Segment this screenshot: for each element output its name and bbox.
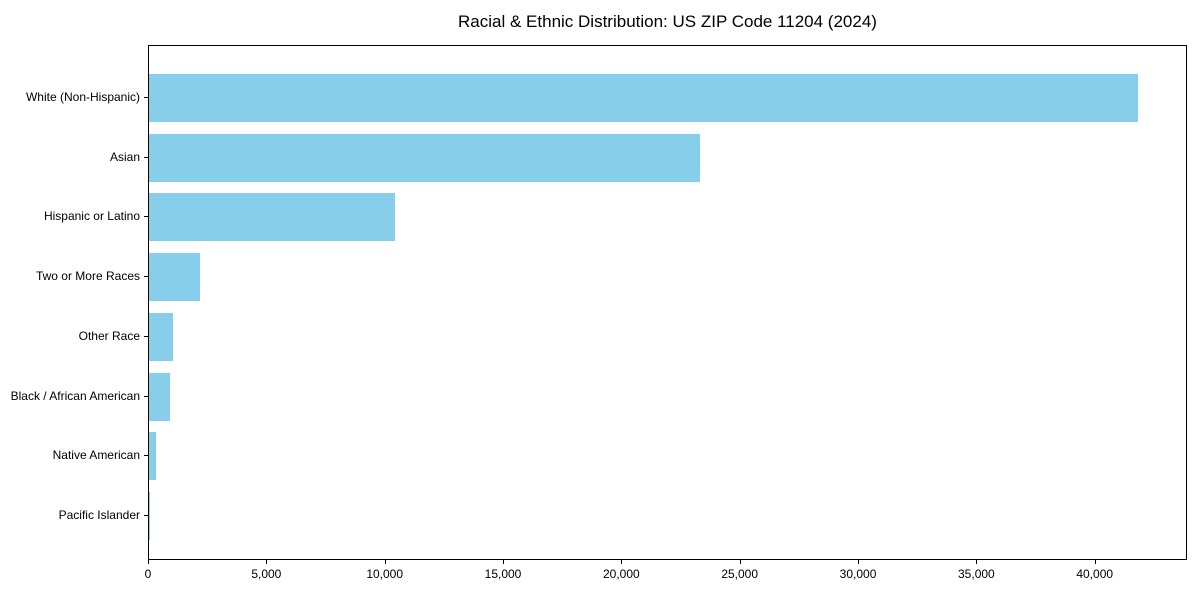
y-tick-label: Black / African American — [10, 388, 140, 403]
y-tick-mark — [144, 514, 148, 516]
x-tick-mark — [858, 560, 860, 564]
y-tick-mark — [144, 335, 148, 337]
y-tick-label: Hispanic or Latino — [43, 209, 140, 224]
plot-area — [148, 45, 1187, 560]
y-tick-label: Two or More Races — [35, 269, 140, 284]
x-tick-label: 25,000 — [721, 567, 759, 581]
y-tick-mark — [144, 97, 148, 98]
chart-title: Racial & Ethnic Distribution: US ZIP Cod… — [458, 12, 877, 31]
x-tick-mark — [976, 560, 978, 564]
x-tick-mark — [621, 560, 623, 564]
y-tick-label: Other Race — [78, 328, 140, 343]
bar — [149, 432, 157, 481]
y-tick-label: Asian — [109, 149, 140, 164]
x-tick-label: 35,000 — [958, 567, 995, 581]
bar — [149, 372, 171, 421]
y-tick-label: Pacific Islander — [58, 507, 140, 522]
x-tick-mark — [384, 560, 386, 564]
x-tick-label: 5,000 — [251, 567, 282, 581]
x-tick-mark — [266, 560, 268, 564]
y-tick-mark — [144, 216, 148, 218]
x-tick-label: 15,000 — [484, 567, 522, 581]
y-tick-mark — [144, 156, 148, 158]
bar — [149, 74, 1139, 122]
bar — [149, 133, 701, 182]
x-tick-label: 40,000 — [1076, 567, 1114, 581]
y-tick-mark — [144, 455, 148, 457]
x-tick-mark — [739, 560, 741, 564]
bar — [149, 312, 174, 361]
y-tick-label: Native American — [52, 448, 140, 463]
x-tick-mark — [1094, 560, 1096, 564]
x-tick-label: 20,000 — [602, 567, 640, 581]
bar — [149, 253, 200, 302]
x-tick-label: 30,000 — [839, 567, 877, 581]
x-tick-mark — [503, 560, 504, 564]
y-tick-mark — [144, 276, 148, 278]
y-tick-mark — [144, 395, 148, 397]
bar — [149, 193, 396, 242]
y-tick-label: White (Non-Hispanic) — [25, 90, 140, 104]
x-tick-label: 10,000 — [366, 567, 404, 581]
x-tick-label: 0 — [144, 567, 152, 581]
x-tick-mark — [148, 560, 149, 564]
